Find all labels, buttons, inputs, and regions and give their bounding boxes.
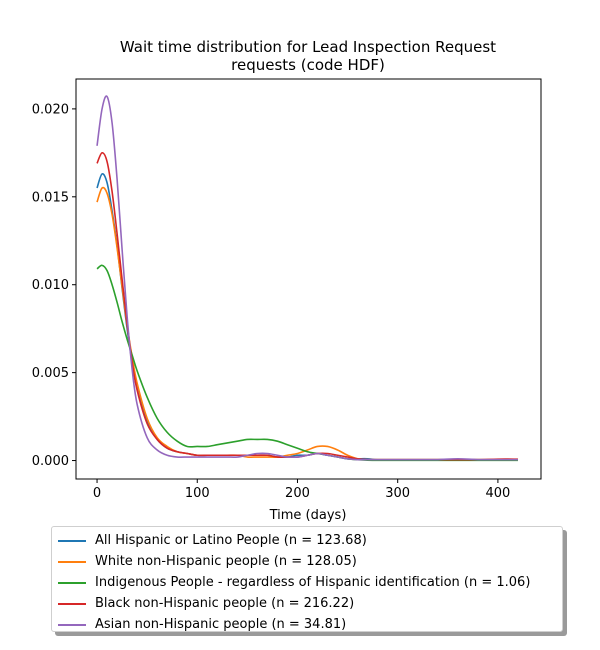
y-tick-label: 0.005: [32, 366, 69, 381]
legend-label: All Hispanic or Latino People (n = 123.6…: [95, 533, 367, 548]
legend-item-3: Indigenous People - regardless of Hispan…: [52, 572, 562, 593]
series-line-1: [96, 173, 518, 461]
plot-frame: [75, 78, 542, 480]
legend-item-5: Asian non-Hispanic people (n = 34.81): [52, 614, 562, 635]
y-tick-label: 0.010: [32, 278, 69, 293]
series-line-4: [96, 152, 518, 461]
legend-item-1: All Hispanic or Latino People (n = 123.6…: [52, 530, 562, 551]
y-axis: 0.000 0.005 0.010 0.015 0.020: [32, 102, 76, 469]
legend-swatch: [58, 560, 86, 563]
x-tick-label: 300: [385, 486, 410, 501]
legend-label: Indigenous People - regardless of Hispan…: [95, 575, 531, 590]
chart-title-line-1: Wait time distribution for Lead Inspecti…: [120, 38, 496, 56]
legend-label: Asian non-Hispanic people (n = 34.81): [95, 617, 347, 632]
x-axis-label: Time (days): [269, 508, 347, 523]
series-line-3: [96, 264, 518, 462]
legend-swatch: [58, 602, 86, 605]
y-tick-label: 0.020: [32, 102, 69, 117]
legend-label: White non-Hispanic people (n = 128.05): [95, 554, 357, 569]
x-tick-label: 0: [93, 486, 101, 501]
legend-label: Black non-Hispanic people (n = 216.22): [95, 596, 355, 611]
x-tick-label: 400: [485, 486, 510, 501]
y-tick-label: 0.000: [32, 454, 69, 469]
series-line-5: [96, 95, 518, 461]
x-tick-label: 100: [185, 486, 210, 501]
series-layer: [96, 95, 518, 462]
x-tick-label: 200: [285, 486, 310, 501]
x-axis: 0 100 200 300 400: [93, 479, 510, 501]
legend-swatch: [58, 539, 86, 542]
legend: All Hispanic or Latino People (n = 123.6…: [51, 526, 563, 632]
chart-title-line-2: requests (code HDF): [231, 56, 385, 74]
legend-item-2: White non-Hispanic people (n = 128.05): [52, 551, 562, 572]
legend-swatch: [58, 623, 86, 626]
legend-item-4: Black non-Hispanic people (n = 216.22): [52, 593, 562, 614]
series-line-2: [96, 186, 518, 461]
y-tick-label: 0.015: [32, 190, 69, 205]
legend-swatch: [58, 581, 86, 584]
